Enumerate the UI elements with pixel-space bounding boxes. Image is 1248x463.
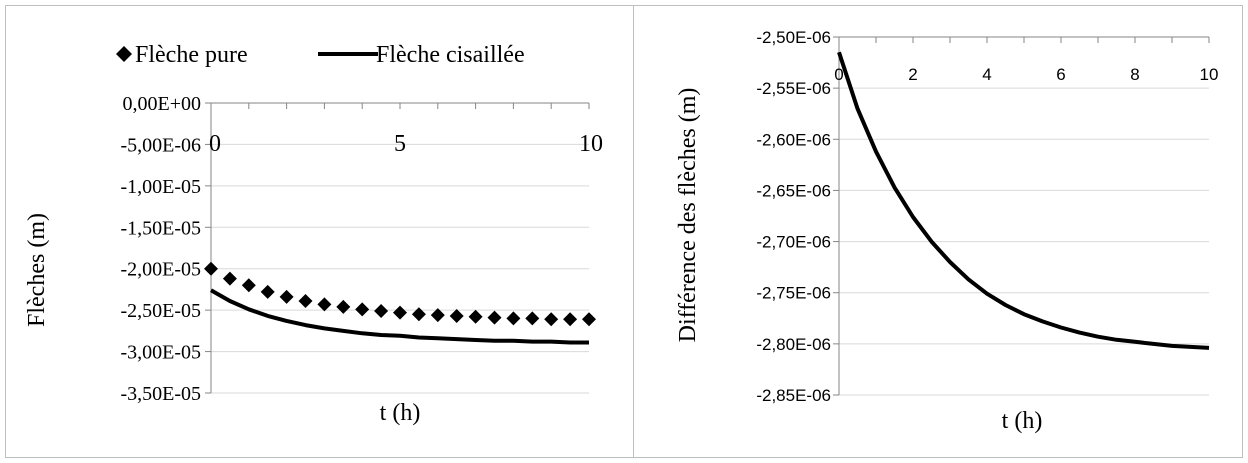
c1-x-axis-label: t (h) [1002,408,1043,434]
c1-series-line [837,51,1210,350]
c1-gridlines [839,87,1209,396]
c1-x-tick-labels: 0 2 4 6 8 10 [834,65,1218,84]
c0-point-fleche-pure [544,312,559,327]
c1-x-tick-label: 4 [982,65,991,84]
c0-x-tick-label: 5 [394,131,406,157]
c0-series-line-fleche-cisaillee [210,288,589,345]
c0-point-fleche-pure [430,308,445,323]
c0-y-tick-label: -1,50E-05 [120,217,201,239]
c1-y-tick-label: -2,60E-06 [756,130,831,149]
c0-point-fleche-pure [279,289,294,304]
c0-point-fleche-pure [525,311,540,326]
c0-point-fleche-pure [506,311,521,326]
legend-label-fleche-cisaillee: Flèche cisaillée [376,42,525,68]
c0-point-fleche-pure [563,312,578,327]
c0-legend: Flèche pure Flèche cisaillée [116,42,525,68]
c1-y-tick-labels: -2,50E-06 -2,55E-06 -2,60E-06 -2,65E-06 -2,7… [756,28,831,405]
c0-point-fleche-pure [204,261,218,276]
c0-x-tick-labels: 0 5 10 [209,131,603,157]
c1-y-axis-label: Différence des flèches (m) [675,88,701,343]
c1-x-tick-label: 2 [908,65,917,84]
c0-point-fleche-pure [487,310,502,325]
c0-point-fleche-pure [449,308,464,323]
c1-x-tick-label: 8 [1130,65,1139,84]
c0-y-tick-label: -2,50E-05 [120,300,201,322]
c0-series [204,261,596,345]
c0-y-tick-label: -5,00E-06 [120,134,201,156]
c0-x-tick-label: 10 [579,131,603,157]
c0-y-tick-label: -1,00E-05 [120,176,201,198]
c0-point-fleche-pure [241,278,256,293]
c0-point-fleche-pure [374,303,389,318]
c1-x-tick-label: 6 [1056,65,1065,84]
c0-x-tick-label: 0 [209,131,221,157]
c1-y-tick-label: -2,55E-06 [756,79,831,98]
c0-y-tick-label: 0,00E+00 [123,93,202,115]
c0-point-fleche-pure [317,297,332,312]
c0-point-fleche-pure [355,302,370,317]
c0-point-fleche-pure [468,309,483,324]
c0-y-tick-labels: 0,00E+00 -5,00E-06 -1,00E-05 -1,50E-05 -2,00… [120,93,201,405]
c0-y-tick-label: -3,00E-05 [120,342,201,364]
c1-y-tick-label: -2,65E-06 [756,181,831,200]
c0-y-tick-label: -2,00E-05 [120,259,201,281]
c1-series [837,51,1210,350]
chart-deflections: 0,00E+00 -5,00E-06 -1,00E-05 -1,50E-05 -2,00… [24,42,603,426]
figure-frame [5,5,1243,458]
c0-gridlines [211,143,589,394]
c1-x-tick-label: 10 [1200,65,1219,84]
c1-y-tick-label: -2,50E-06 [756,28,831,47]
c1-axes [833,36,1210,396]
c0-point-fleche-pure [411,307,426,322]
c0-x-axis-label: t (h) [380,400,421,426]
c1-x-tick-label: 0 [834,65,843,84]
c0-point-fleche-pure [393,305,407,320]
c0-point-fleche-pure [260,284,275,299]
chart-deflection-difference: -2,50E-06 -2,55E-06 -2,60E-06 -2,65E-06 -2,7… [675,28,1218,434]
c1-y-tick-label: -2,85E-06 [756,386,831,405]
c0-point-fleche-pure [222,271,237,286]
c0-point-fleche-pure [336,299,351,314]
c0-point-fleche-pure [582,312,596,327]
c0-y-axis-label: Flèches (m) [24,213,50,327]
c1-y-tick-label: -2,70E-06 [756,233,831,252]
c1-y-tick-label: -2,80E-06 [756,335,831,354]
legend-label-fleche-pure: Flèche pure [135,42,248,68]
legend-marker-diamond [116,46,132,62]
c0-y-tick-label: -3,50E-05 [120,383,201,405]
c1-y-tick-label: -2,75E-06 [756,284,831,303]
c0-point-fleche-pure [298,294,313,309]
